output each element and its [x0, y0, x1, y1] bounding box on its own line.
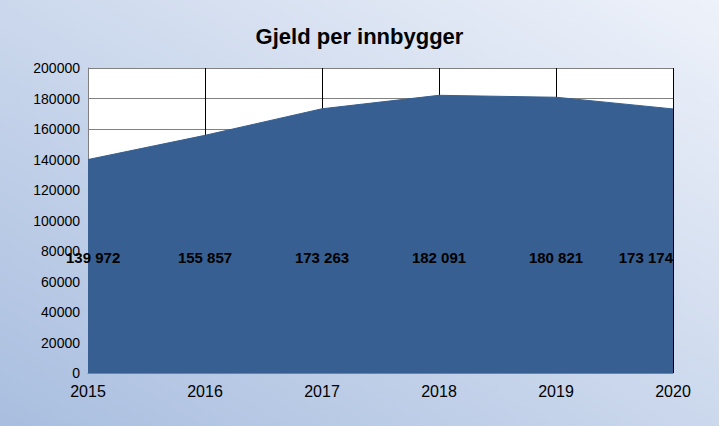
- svg-text:182 091: 182 091: [412, 249, 466, 266]
- svg-text:180000: 180000: [33, 91, 80, 107]
- svg-text:80000: 80000: [41, 243, 80, 259]
- svg-text:139 972: 139 972: [66, 249, 120, 266]
- svg-text:140000: 140000: [33, 152, 80, 168]
- svg-text:2015: 2015: [70, 383, 106, 400]
- svg-text:120000: 120000: [33, 182, 80, 198]
- svg-text:100000: 100000: [33, 213, 80, 229]
- svg-text:60000: 60000: [41, 274, 80, 290]
- svg-text:20000: 20000: [41, 335, 80, 351]
- svg-text:180 821: 180 821: [529, 249, 583, 266]
- svg-text:2018: 2018: [421, 383, 457, 400]
- svg-text:200000: 200000: [33, 60, 80, 76]
- svg-text:2017: 2017: [304, 383, 340, 400]
- svg-text:Gjeld per innbygger: Gjeld per innbygger: [256, 24, 464, 49]
- svg-text:173 263: 173 263: [295, 249, 349, 266]
- svg-text:160000: 160000: [33, 121, 80, 137]
- svg-text:0: 0: [72, 365, 80, 381]
- svg-text:40000: 40000: [41, 304, 80, 320]
- svg-text:2020: 2020: [655, 383, 691, 400]
- svg-text:2016: 2016: [187, 383, 223, 400]
- svg-text:155 857: 155 857: [178, 249, 232, 266]
- svg-text:173 174: 173 174: [619, 249, 674, 266]
- svg-text:2019: 2019: [538, 383, 574, 400]
